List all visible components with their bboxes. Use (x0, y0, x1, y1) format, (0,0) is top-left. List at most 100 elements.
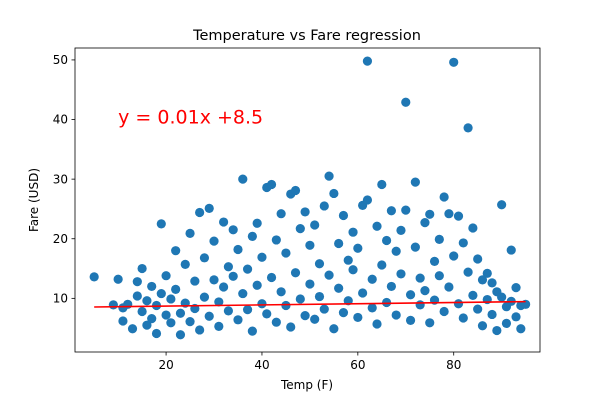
data-point (113, 274, 123, 284)
data-point (381, 235, 392, 246)
y-axis-ticks: 10 20 30 40 50 (53, 53, 75, 306)
data-point (281, 248, 291, 258)
y-axis-title: Fare (USD) (27, 168, 41, 232)
data-point (271, 235, 281, 245)
data-point (506, 245, 516, 255)
data-point (137, 263, 147, 274)
data-point (262, 309, 272, 319)
data-point (305, 279, 315, 289)
data-point (377, 260, 387, 270)
data-point (147, 314, 157, 324)
data-point (314, 291, 325, 302)
data-point (300, 207, 310, 217)
chart-title: Temperature vs Fare regression (192, 28, 421, 44)
data-point (410, 242, 420, 252)
data-point (420, 286, 430, 296)
data-point (209, 236, 219, 246)
data-point (142, 296, 152, 306)
data-point (252, 280, 262, 290)
regression-equation: y = 0.01x +8.5 (118, 107, 263, 129)
data-point (391, 246, 401, 256)
data-point (314, 259, 325, 269)
data-point (449, 251, 459, 261)
data-point (195, 325, 205, 335)
data-point (127, 324, 138, 334)
data-point (429, 256, 440, 266)
data-point (338, 210, 349, 221)
data-point (223, 306, 234, 316)
data-point (257, 252, 267, 262)
data-point (151, 328, 162, 339)
x-tick-label: 80 (446, 358, 461, 372)
data-point (386, 206, 396, 216)
data-point (252, 218, 262, 228)
data-point (377, 179, 387, 190)
data-point (266, 179, 277, 190)
data-point (214, 321, 224, 331)
data-point (468, 223, 478, 233)
data-point (343, 255, 353, 265)
x-tick-label: 40 (254, 358, 269, 372)
data-point (468, 290, 478, 300)
data-point (319, 201, 329, 211)
data-point (266, 272, 277, 283)
data-point (319, 304, 329, 314)
data-point (238, 174, 248, 184)
data-point (180, 259, 190, 269)
data-point (242, 305, 253, 315)
x-axis-title: Temp (F) (280, 378, 333, 392)
data-point (473, 304, 483, 314)
data-point (281, 300, 291, 311)
data-point (415, 273, 425, 283)
data-point (477, 321, 488, 331)
data-point (439, 306, 449, 317)
data-point (161, 271, 171, 281)
data-point (195, 207, 205, 218)
x-tick-label: 20 (158, 358, 173, 372)
data-point (449, 57, 459, 67)
data-point (348, 265, 358, 275)
data-point (334, 283, 344, 293)
x-tick-label: 60 (350, 358, 365, 372)
data-point (353, 312, 363, 323)
data-point (497, 200, 507, 210)
data-point (453, 299, 464, 309)
y-tick-label: 50 (53, 53, 68, 67)
data-point (410, 177, 420, 187)
data-point (334, 238, 344, 249)
data-point (501, 318, 512, 328)
data-point (338, 308, 349, 318)
data-point (420, 218, 430, 228)
data-point (425, 318, 435, 328)
data-point (228, 271, 238, 281)
data-point (444, 209, 454, 219)
data-point (185, 317, 195, 327)
data-point (348, 227, 358, 237)
data-point (415, 300, 425, 310)
data-point (396, 269, 406, 279)
data-point (324, 171, 334, 181)
data-point (132, 277, 142, 287)
data-point (199, 253, 210, 263)
data-point (329, 324, 339, 334)
data-point (123, 299, 133, 309)
data-point (185, 228, 195, 238)
data-point (132, 291, 142, 301)
data-point (171, 246, 181, 256)
data-point (511, 283, 521, 293)
data-point (175, 330, 186, 340)
data-point (516, 324, 526, 334)
data-point (204, 203, 214, 213)
data-point (425, 209, 435, 219)
data-point (396, 225, 406, 235)
data-point (463, 123, 473, 133)
data-point (214, 297, 224, 307)
y-tick-label: 40 (53, 113, 68, 127)
data-point (247, 231, 257, 241)
data-point (161, 310, 171, 320)
data-point (228, 225, 238, 235)
data-point (305, 240, 315, 250)
data-point (458, 238, 468, 248)
data-point (310, 220, 320, 230)
